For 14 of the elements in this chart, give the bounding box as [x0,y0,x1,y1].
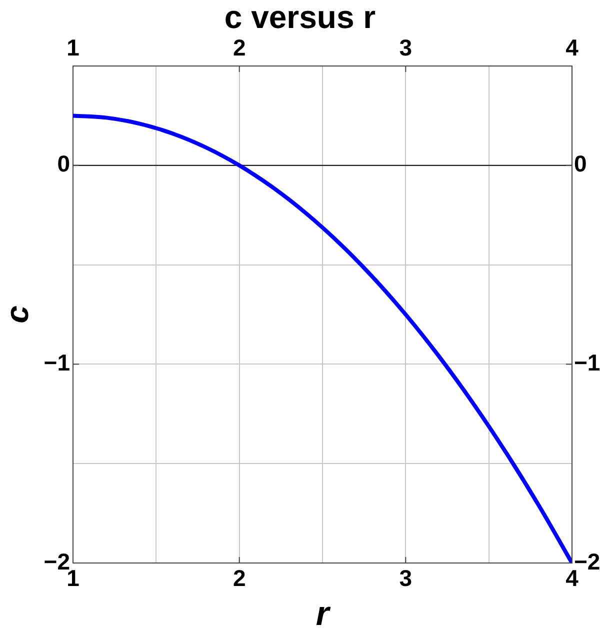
x-tick-label: 2 [232,565,246,592]
x2-tick-label: 4 [566,34,579,61]
x2-tick-label: 2 [232,34,246,61]
x2-tick-label: 3 [399,34,412,61]
y-tick-label: −1 [44,350,70,376]
y2-tick-label: 0 [574,150,587,177]
y-tick-label: 0 [57,150,70,177]
x-tick-label: 4 [566,565,579,592]
y2-tick-label: −1 [574,350,600,376]
x-tick-label: 3 [399,565,412,592]
y-axis-title: c [0,305,36,324]
chart-title: c versus r [224,0,376,36]
x2-tick-label: 1 [66,34,80,61]
x-axis-title: r [316,594,331,633]
